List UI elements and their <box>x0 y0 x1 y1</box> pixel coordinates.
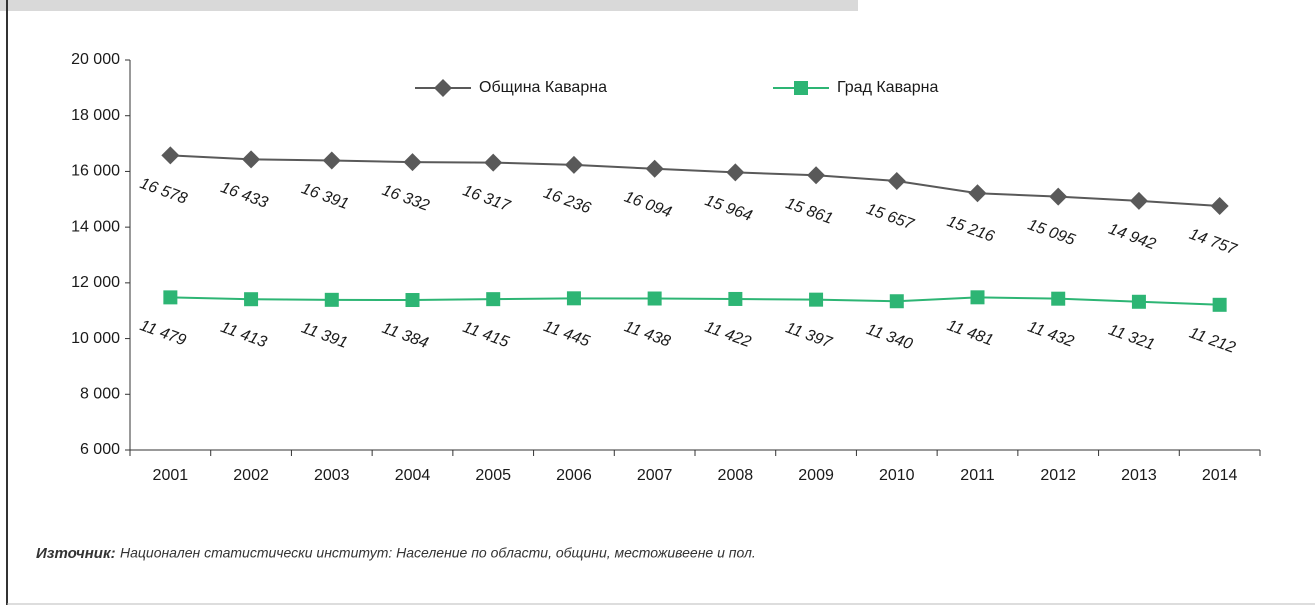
data-label: 11 432 <box>1025 318 1076 350</box>
data-label: 16 094 <box>622 189 674 222</box>
point <box>726 163 745 182</box>
x-tick-label: 2003 <box>314 467 350 484</box>
y-tick-label: 16 000 <box>71 163 120 180</box>
y-tick-label: 12 000 <box>71 274 120 291</box>
y-tick-label: 6 000 <box>80 441 120 458</box>
point <box>244 292 259 307</box>
data-label: 14 942 <box>1106 221 1158 254</box>
header-bar <box>0 0 858 11</box>
data-label: 11 422 <box>703 319 754 351</box>
point <box>324 292 339 307</box>
point <box>564 155 583 174</box>
point <box>1131 294 1146 309</box>
legend-marker <box>794 81 808 95</box>
data-label: 11 445 <box>541 318 592 350</box>
x-tick-label: 2005 <box>475 467 511 484</box>
data-label: 11 384 <box>380 320 431 352</box>
data-label: 11 212 <box>1187 325 1238 357</box>
y-tick-label: 8 000 <box>80 386 120 403</box>
point <box>1129 191 1148 210</box>
x-tick-label: 2007 <box>637 467 673 484</box>
point <box>645 159 664 178</box>
x-tick-label: 2014 <box>1202 467 1238 484</box>
data-label: 11 415 <box>460 319 511 351</box>
source-text: Национален статистически институт: Насел… <box>120 545 756 561</box>
data-label: 16 236 <box>541 185 593 218</box>
point <box>887 171 906 190</box>
y-tick-label: 14 000 <box>71 218 120 235</box>
data-label: 15 657 <box>864 201 917 234</box>
x-tick-label: 2006 <box>556 467 592 484</box>
data-label: 14 757 <box>1187 226 1240 259</box>
x-tick-label: 2008 <box>718 467 754 484</box>
data-label: 16 317 <box>460 182 513 215</box>
data-label: 11 481 <box>945 317 996 349</box>
data-label: 15 095 <box>1025 216 1077 249</box>
data-label: 11 340 <box>864 321 915 353</box>
data-label: 15 964 <box>703 192 755 225</box>
point <box>1049 187 1068 206</box>
data-label: 15 216 <box>945 213 997 246</box>
data-label: 11 391 <box>299 320 350 352</box>
point <box>968 184 987 203</box>
point <box>807 166 826 185</box>
x-tick-label: 2011 <box>960 467 995 484</box>
data-label: 11 438 <box>622 318 673 350</box>
x-tick-label: 2012 <box>1040 467 1076 484</box>
point <box>242 150 261 169</box>
series-line <box>170 154 1220 208</box>
data-label: 11 397 <box>783 319 835 352</box>
data-label: 16 332 <box>380 182 432 215</box>
point <box>163 290 178 305</box>
x-tick-label: 2004 <box>395 467 431 484</box>
point <box>484 153 503 172</box>
legend-marker <box>434 79 452 97</box>
point <box>1212 297 1227 312</box>
data-label: 11 321 <box>1106 322 1157 354</box>
point <box>889 294 904 309</box>
legend-label: Община Каварна <box>479 79 607 96</box>
x-tick-label: 2010 <box>879 467 915 484</box>
data-label: 15 861 <box>783 195 835 228</box>
data-label: 16 433 <box>218 179 270 212</box>
x-tick-label: 2013 <box>1121 467 1157 484</box>
x-tick-label: 2002 <box>233 467 269 484</box>
point <box>1051 291 1066 306</box>
legend-label: Град Каварна <box>837 79 939 96</box>
x-tick-label: 2001 <box>153 467 189 484</box>
point <box>1210 197 1229 216</box>
y-tick-label: 18 000 <box>71 107 120 124</box>
point <box>161 146 180 165</box>
series-line <box>170 296 1220 306</box>
data-label: 11 413 <box>218 319 269 351</box>
point <box>647 291 662 306</box>
point <box>486 292 501 307</box>
y-tick-label: 20 000 <box>71 51 120 68</box>
data-label: 16 391 <box>299 180 351 213</box>
data-label: 11 479 <box>138 317 189 349</box>
data-label: 16 578 <box>138 175 190 208</box>
point <box>322 151 341 170</box>
point <box>405 293 420 308</box>
point <box>403 153 422 172</box>
source-label: Източник: <box>36 545 116 562</box>
point <box>970 290 985 305</box>
x-tick-label: 2009 <box>798 467 834 484</box>
point <box>566 291 581 306</box>
point <box>809 292 824 307</box>
y-tick-label: 10 000 <box>71 330 120 347</box>
point <box>728 291 743 306</box>
